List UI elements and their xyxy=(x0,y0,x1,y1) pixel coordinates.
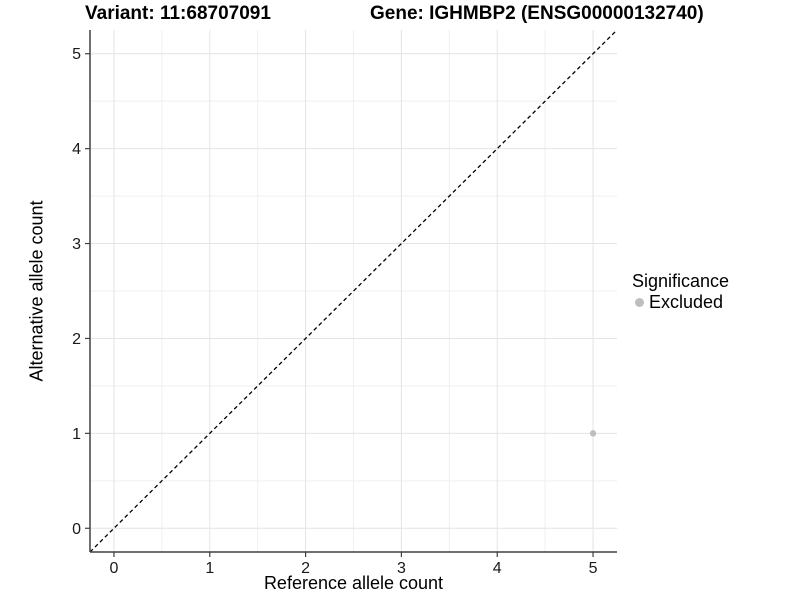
y-tick-label: 0 xyxy=(72,521,81,538)
y-axis-title: Alternative allele count xyxy=(26,200,47,382)
x-tick-label: 2 xyxy=(301,560,310,577)
x-tick-label: 1 xyxy=(205,560,214,577)
variant-title: Variant: 11:68707091 xyxy=(85,3,271,24)
legend-item-excluded: Excluded xyxy=(632,292,729,313)
identity-dashed-line xyxy=(89,29,618,553)
y-tick-label: 2 xyxy=(72,331,81,348)
x-tick-label: 3 xyxy=(397,560,406,577)
excluded-point-icon xyxy=(635,298,644,307)
y-tick-label: 1 xyxy=(72,426,81,443)
legend: Significance Excluded xyxy=(632,271,729,313)
legend-title: Significance xyxy=(632,271,730,291)
legend-item-label: Excluded xyxy=(649,292,724,312)
y-tick-label: 5 xyxy=(72,46,81,63)
y-tick-label: 3 xyxy=(72,236,81,253)
gene-title: Gene: IGHMBP2 (ENSG00000132740) xyxy=(370,3,704,24)
data-point xyxy=(589,430,597,437)
x-tick-label: 0 xyxy=(110,560,119,577)
x-tick-label: 5 xyxy=(589,560,598,577)
y-tick-label: 4 xyxy=(72,141,81,158)
x-axis-title: Reference allele count xyxy=(263,573,444,593)
x-tick-label: 4 xyxy=(493,560,502,577)
